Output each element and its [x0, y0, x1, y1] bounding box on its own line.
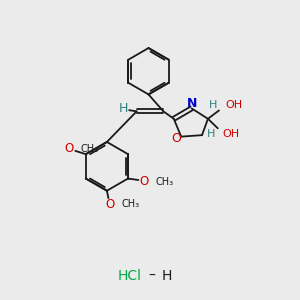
Text: N: N [187, 97, 197, 110]
Text: HCl: HCl [117, 269, 141, 283]
Text: OH: OH [222, 129, 239, 139]
Text: H: H [206, 129, 215, 139]
Text: O: O [172, 132, 182, 145]
Text: CH₃: CH₃ [156, 176, 174, 187]
Text: O: O [65, 142, 74, 155]
Text: CH₃: CH₃ [121, 199, 139, 209]
Text: CH₃: CH₃ [81, 144, 99, 154]
Text: OH: OH [225, 100, 242, 110]
Text: –: – [148, 269, 155, 283]
Text: H: H [208, 100, 217, 110]
Text: H: H [161, 269, 172, 283]
Text: O: O [105, 198, 115, 211]
Text: O: O [140, 175, 149, 188]
Text: H: H [118, 103, 128, 116]
